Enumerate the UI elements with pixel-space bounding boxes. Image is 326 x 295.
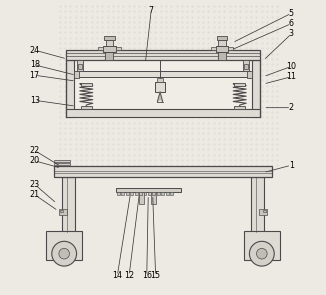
Text: 15: 15 bbox=[151, 271, 161, 280]
Bar bbox=[148, 192, 151, 195]
Text: 7: 7 bbox=[149, 6, 154, 15]
Bar bbox=[103, 46, 116, 52]
Bar bbox=[229, 47, 233, 50]
Bar bbox=[151, 192, 156, 204]
Bar bbox=[135, 192, 138, 195]
Bar bbox=[62, 177, 75, 232]
Text: 16: 16 bbox=[142, 271, 152, 280]
Polygon shape bbox=[157, 92, 163, 102]
Bar bbox=[157, 78, 163, 82]
Text: 21: 21 bbox=[30, 190, 40, 199]
Bar bbox=[54, 160, 70, 162]
Bar bbox=[78, 60, 83, 71]
Bar bbox=[117, 192, 120, 195]
Bar bbox=[244, 231, 279, 260]
Bar bbox=[139, 192, 142, 195]
Text: 10: 10 bbox=[286, 62, 296, 71]
Text: 23: 23 bbox=[30, 180, 40, 189]
Bar bbox=[234, 83, 245, 86]
Bar bbox=[218, 40, 226, 46]
Bar bbox=[121, 192, 124, 195]
Text: 17: 17 bbox=[30, 71, 40, 80]
Text: 2: 2 bbox=[289, 103, 294, 112]
Circle shape bbox=[52, 241, 77, 266]
Bar bbox=[218, 52, 226, 60]
Bar bbox=[105, 52, 113, 60]
Bar bbox=[81, 106, 92, 109]
Bar bbox=[78, 64, 82, 69]
Bar bbox=[76, 71, 250, 77]
Bar bbox=[116, 47, 121, 50]
Bar bbox=[47, 231, 82, 260]
Text: 5: 5 bbox=[289, 9, 294, 18]
Bar bbox=[104, 36, 115, 40]
Text: 1: 1 bbox=[289, 161, 294, 170]
Text: 6: 6 bbox=[289, 19, 294, 28]
Bar bbox=[251, 177, 264, 232]
Bar bbox=[81, 83, 92, 86]
Bar bbox=[98, 47, 103, 50]
Bar bbox=[243, 60, 248, 71]
Circle shape bbox=[59, 248, 69, 259]
Bar bbox=[66, 50, 260, 60]
Bar bbox=[170, 192, 173, 195]
Bar bbox=[126, 192, 129, 195]
Bar bbox=[54, 163, 70, 165]
Bar bbox=[234, 106, 245, 109]
Bar bbox=[247, 71, 252, 78]
Bar bbox=[106, 40, 113, 46]
Bar bbox=[66, 109, 260, 117]
Bar bbox=[161, 192, 164, 195]
Text: 11: 11 bbox=[286, 72, 296, 81]
Bar bbox=[217, 36, 227, 40]
Circle shape bbox=[249, 241, 274, 266]
Bar bbox=[116, 188, 181, 192]
Bar bbox=[59, 209, 67, 215]
Text: 18: 18 bbox=[30, 60, 40, 69]
Text: 24: 24 bbox=[30, 46, 40, 55]
Bar bbox=[66, 60, 74, 117]
Text: 22: 22 bbox=[30, 146, 40, 155]
Text: 14: 14 bbox=[112, 271, 122, 280]
Text: 13: 13 bbox=[30, 96, 40, 105]
Bar bbox=[259, 209, 267, 215]
Text: 20: 20 bbox=[30, 156, 40, 165]
Bar bbox=[166, 192, 169, 195]
Bar bbox=[54, 166, 272, 177]
Bar bbox=[152, 192, 155, 195]
Bar bbox=[215, 46, 229, 52]
Bar bbox=[143, 192, 146, 195]
Bar bbox=[252, 60, 260, 117]
Text: 12: 12 bbox=[124, 271, 134, 280]
Bar bbox=[157, 192, 160, 195]
Circle shape bbox=[257, 248, 267, 259]
Bar bbox=[155, 82, 165, 92]
Bar bbox=[244, 64, 248, 69]
Bar bbox=[140, 192, 144, 204]
Bar bbox=[74, 71, 79, 78]
Bar bbox=[60, 210, 63, 212]
Bar bbox=[130, 192, 133, 195]
Bar bbox=[263, 210, 266, 212]
Bar bbox=[74, 60, 252, 109]
Text: 3: 3 bbox=[289, 30, 294, 38]
Bar bbox=[211, 47, 215, 50]
